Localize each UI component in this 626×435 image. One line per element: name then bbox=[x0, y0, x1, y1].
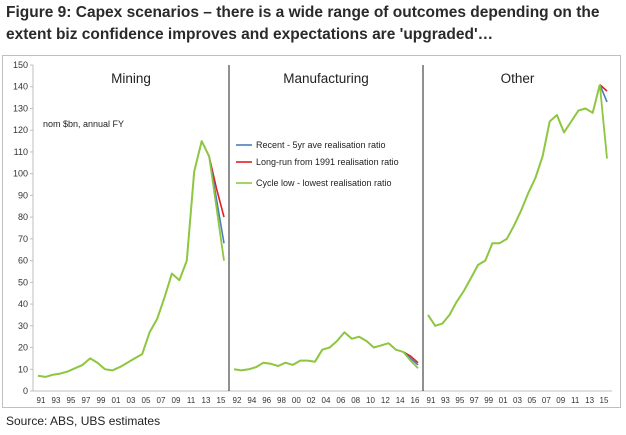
panel-title-mining: Mining bbox=[111, 71, 151, 86]
x-tick-label: 01 bbox=[499, 396, 508, 405]
x-tick-label: 09 bbox=[172, 396, 181, 405]
panel-title-manufacturing: Manufacturing bbox=[283, 71, 369, 86]
x-tick-label: 08 bbox=[351, 396, 360, 405]
series-line-cyclelow-manufacturing bbox=[402, 351, 419, 369]
x-tick-label: 94 bbox=[247, 396, 256, 405]
source-note: Source: ABS, UBS estimates bbox=[6, 414, 161, 428]
legend-label: Long-run from 1991 realisation ratio bbox=[256, 157, 399, 167]
x-tick-label: 95 bbox=[455, 396, 464, 405]
y-tick-label: 140 bbox=[13, 82, 28, 92]
x-tick-label: 03 bbox=[127, 396, 136, 405]
figure-title: Figure 9: Capex scenarios – there is a w… bbox=[6, 4, 600, 43]
y-tick-label: 130 bbox=[13, 103, 28, 113]
y-tick-label: 40 bbox=[18, 299, 28, 309]
x-tick-label: 05 bbox=[527, 396, 536, 405]
panel-title-other: Other bbox=[501, 71, 535, 86]
y-tick-label: 30 bbox=[18, 321, 28, 331]
x-tick-label: 07 bbox=[157, 396, 166, 405]
x-tick-label: 00 bbox=[292, 396, 301, 405]
series-line-cyclelow-other bbox=[598, 84, 608, 159]
x-tick-label: 12 bbox=[381, 396, 390, 405]
series-line-recent-other bbox=[599, 84, 608, 103]
x-tick-label: 05 bbox=[142, 396, 151, 405]
x-tick-label: 07 bbox=[542, 396, 551, 405]
series-line-history-mining bbox=[37, 140, 210, 378]
x-tick-label: 96 bbox=[262, 396, 271, 405]
x-tick-label: 98 bbox=[277, 396, 286, 405]
x-tick-label: 93 bbox=[52, 396, 61, 405]
x-tick-label: 11 bbox=[187, 396, 196, 405]
legend-label: Cycle low - lowest realisation ratio bbox=[256, 178, 392, 188]
y-tick-label: 80 bbox=[18, 212, 28, 222]
x-tick-label: 01 bbox=[112, 396, 121, 405]
x-tick-label: 15 bbox=[217, 396, 226, 405]
y-tick-label: 70 bbox=[18, 234, 28, 244]
y-tick-label: 150 bbox=[13, 60, 28, 70]
y-tick-label: 120 bbox=[13, 125, 28, 135]
y-tick-label: 60 bbox=[18, 256, 28, 266]
x-tick-label: 16 bbox=[411, 396, 420, 405]
x-tick-label: 04 bbox=[322, 396, 331, 405]
series-line-history-manufacturing bbox=[233, 331, 404, 372]
x-tick-label: 93 bbox=[441, 396, 450, 405]
x-tick-label: 13 bbox=[202, 396, 211, 405]
x-tick-label: 13 bbox=[585, 396, 594, 405]
y-tick-label: 90 bbox=[18, 190, 28, 200]
x-tick-label: 97 bbox=[82, 396, 91, 405]
x-tick-label: 11 bbox=[571, 396, 580, 405]
chart-frame bbox=[2, 55, 621, 408]
x-tick-label: 10 bbox=[366, 396, 375, 405]
x-tick-label: 97 bbox=[470, 396, 479, 405]
y-tick-label: 10 bbox=[18, 364, 28, 374]
x-tick-label: 95 bbox=[67, 396, 76, 405]
legend-label: Recent - 5yr ave realisation ratio bbox=[256, 140, 386, 150]
x-tick-label: 02 bbox=[307, 396, 316, 405]
series-line-cyclelow-mining bbox=[208, 156, 225, 261]
y-tick-label: 20 bbox=[18, 343, 28, 353]
y-tick-label: 110 bbox=[14, 147, 28, 157]
x-tick-label: 92 bbox=[233, 396, 242, 405]
x-tick-label: 06 bbox=[336, 396, 345, 405]
x-tick-label: 03 bbox=[513, 396, 522, 405]
x-tick-label: 91 bbox=[37, 396, 46, 405]
x-tick-label: 14 bbox=[396, 396, 405, 405]
series-line-history-other bbox=[427, 84, 601, 327]
unit-annotation: nom $bn, annual FY bbox=[43, 119, 124, 129]
x-tick-label: 15 bbox=[600, 396, 609, 405]
x-tick-label: 99 bbox=[97, 396, 106, 405]
x-tick-label: 91 bbox=[427, 396, 436, 405]
y-tick-label: 0 bbox=[23, 386, 28, 396]
x-tick-label: 99 bbox=[484, 396, 493, 405]
x-tick-label: 09 bbox=[556, 396, 565, 405]
y-tick-label: 50 bbox=[18, 277, 28, 287]
y-tick-label: 100 bbox=[13, 169, 28, 179]
